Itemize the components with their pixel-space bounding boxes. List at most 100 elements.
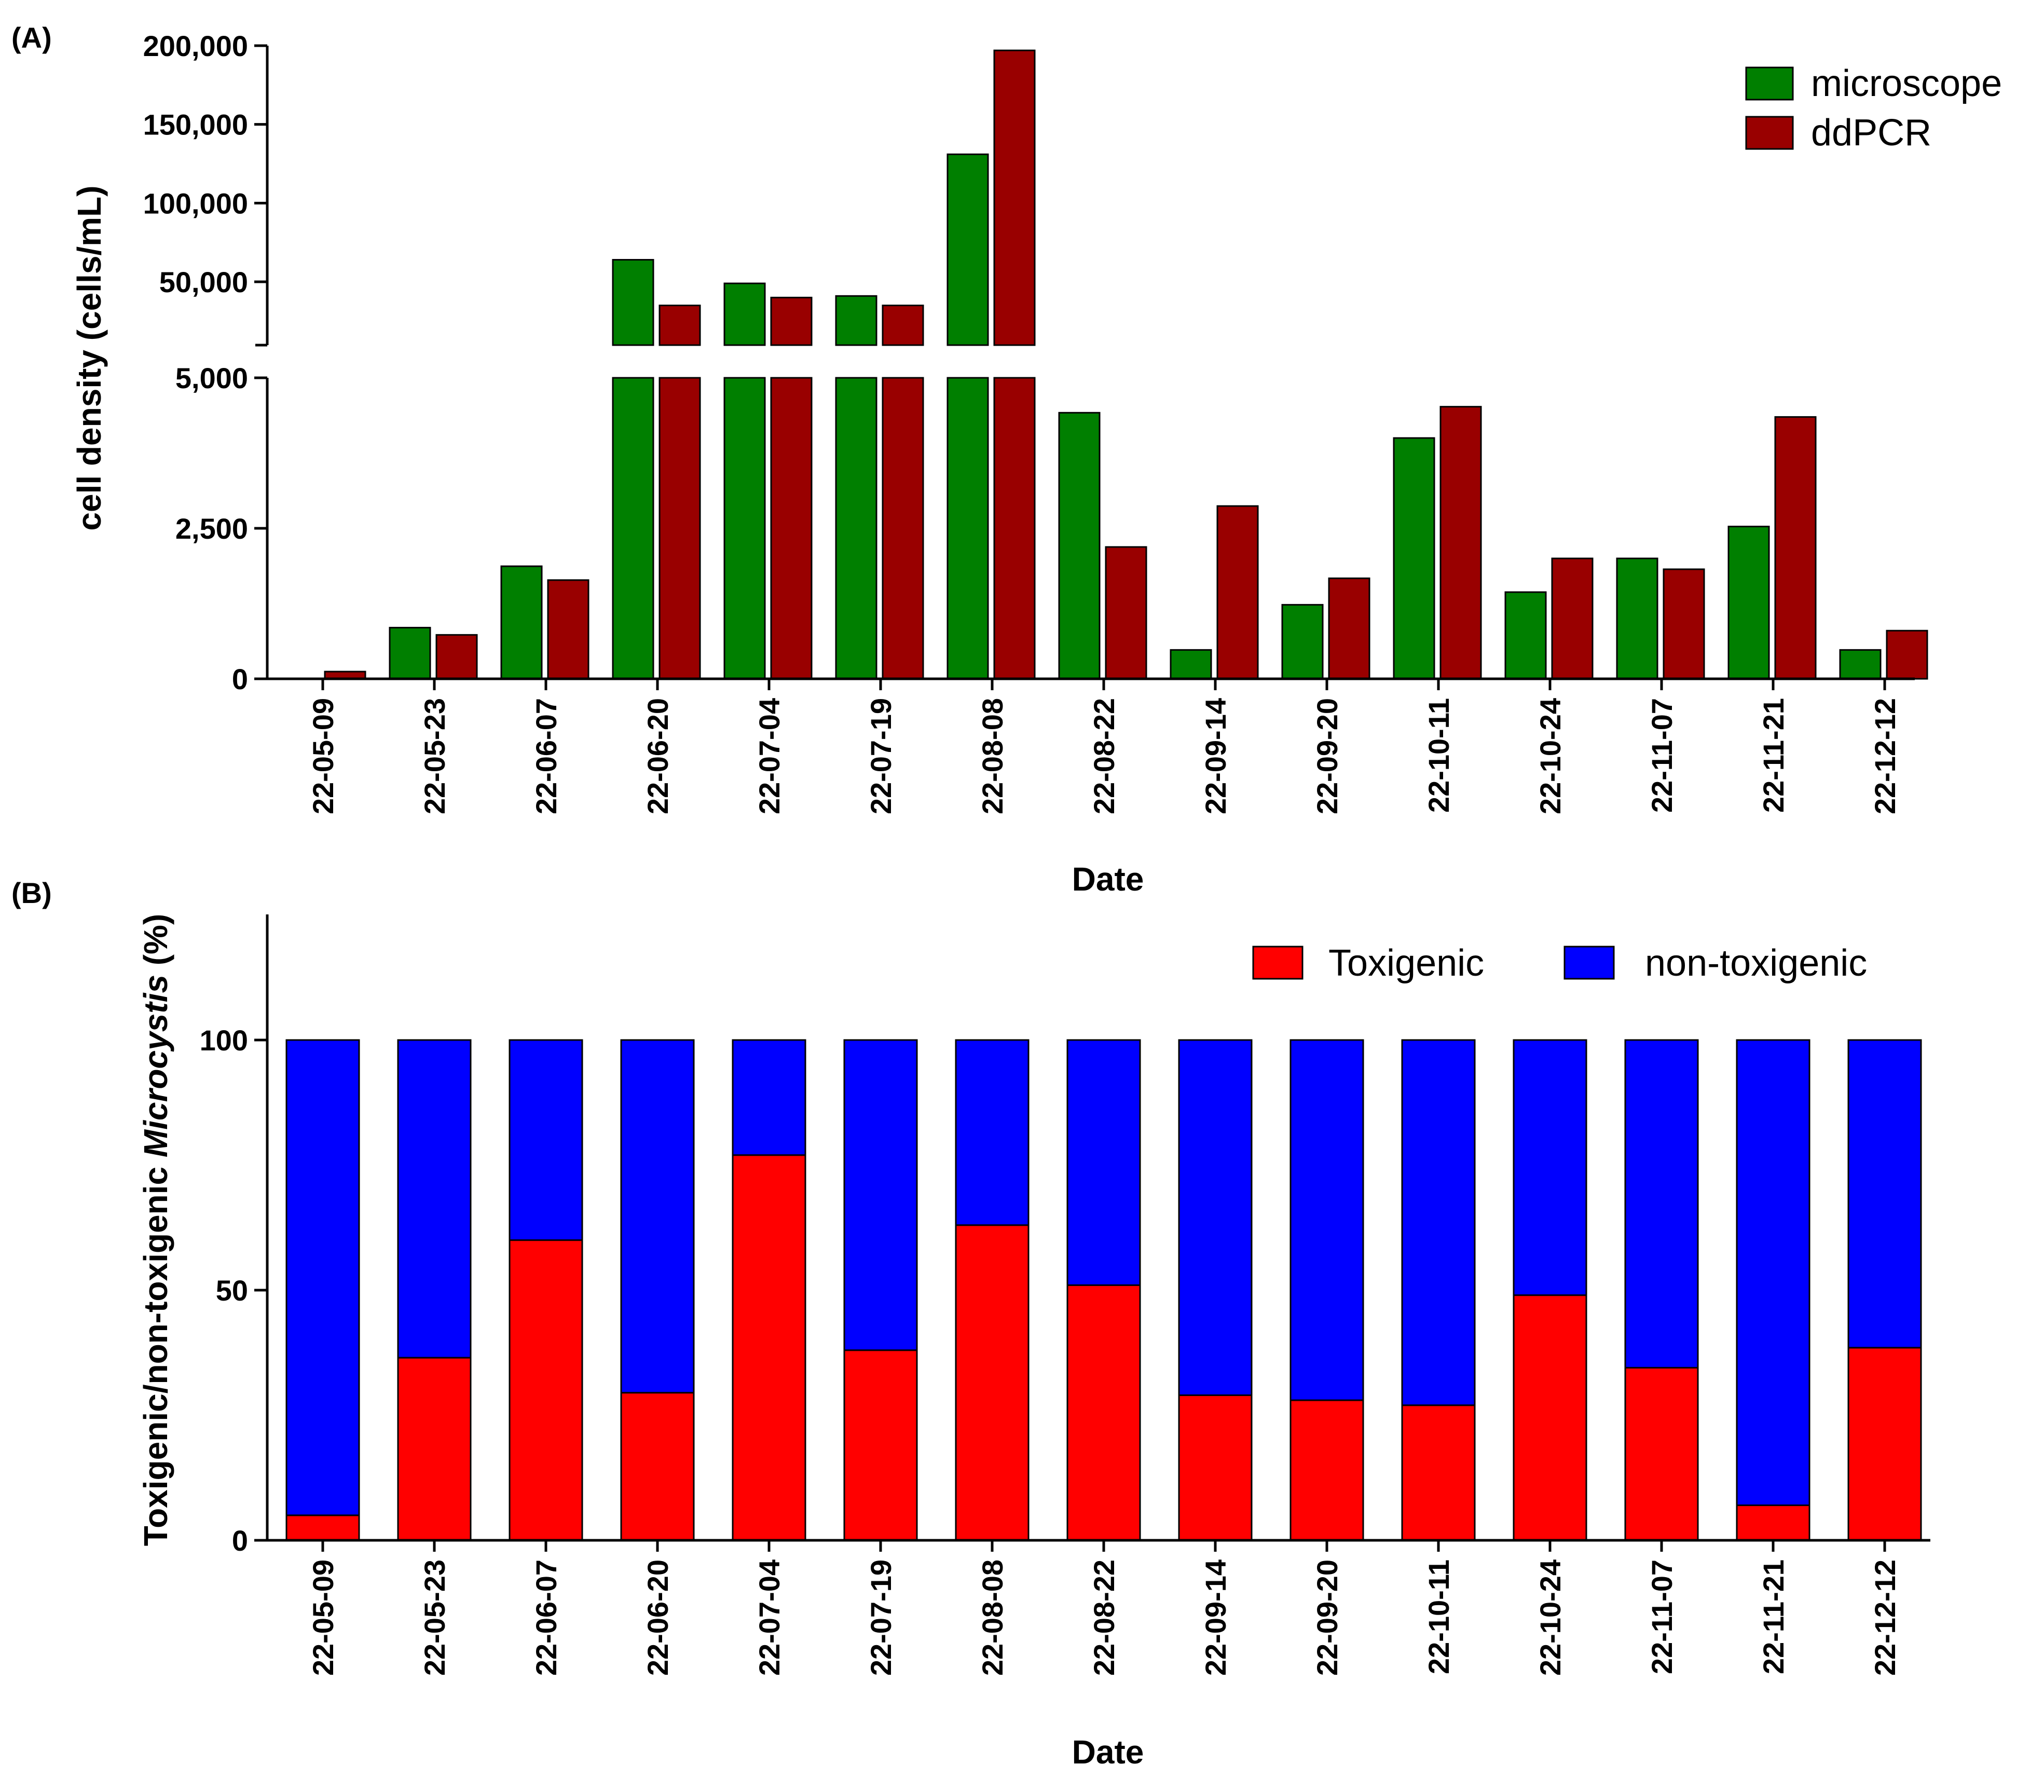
x-tick-label-a-22-09-14: 22-09-14: [1199, 698, 1232, 814]
y-tick-label-a-100000: 100,000: [143, 187, 248, 220]
bar-toxigenic-22-08-08: [955, 1224, 1030, 1541]
bar-microscope-22-09-20: [1281, 604, 1324, 680]
bar-upper-microscope-22-07-19: [835, 295, 877, 346]
legend-label-non-toxigenic: non-toxigenic: [1645, 942, 1867, 984]
bar-non-toxigenic-22-05-09: [285, 1039, 360, 1516]
bar-ddpcr-22-10-24: [1551, 557, 1594, 680]
bar-non-toxigenic-22-08-08: [955, 1039, 1030, 1226]
bar-ddpcr-22-06-07: [547, 579, 589, 680]
panel-a-label: (A): [11, 21, 52, 54]
y-tick-label-a-50000: 50,000: [159, 266, 248, 298]
bar-ddpcr-22-11-21: [1774, 416, 1817, 680]
bar-toxigenic-22-06-20: [620, 1392, 695, 1541]
legend-swatch-non-toxigenic: [1563, 946, 1615, 980]
bar-non-toxigenic-22-06-20: [620, 1039, 695, 1394]
x-tick-label-b-22-06-20: 22-06-20: [641, 1560, 674, 1676]
bar-ddpcr-22-11-07: [1663, 568, 1705, 680]
x-tick-label-a-22-06-20: 22-06-20: [641, 698, 674, 814]
x-tick-label-b-22-05-23: 22-05-23: [418, 1560, 451, 1676]
y-tick-label-a-5000: 5,000: [175, 362, 248, 394]
x-tick-label-a-22-07-04: 22-07-04: [753, 698, 786, 814]
y-tick-label-b-0: 0: [232, 1524, 248, 1557]
bar-lower-ddpcr-22-07-19: [882, 377, 924, 680]
x-tick-label-b-22-10-24: 22-10-24: [1534, 1560, 1567, 1676]
bar-microscope-22-06-07: [500, 565, 543, 680]
bar-toxigenic-22-05-23: [397, 1357, 472, 1541]
bar-upper-ddpcr-22-08-08: [993, 49, 1036, 346]
bar-upper-ddpcr-22-07-19: [882, 305, 924, 346]
x-tick-label-a-22-08-22: 22-08-22: [1088, 698, 1120, 814]
y-tick-label-a-0: 0: [232, 663, 248, 695]
legend-swatch-microscope: [1745, 66, 1794, 101]
legend-swatch-toxigenic: [1252, 946, 1304, 980]
bar-microscope-22-10-24: [1504, 591, 1547, 680]
panel-a-y-ticks: 0 2,500 5,000 50,000 100,000 150,000 200,000: [143, 30, 267, 695]
x-tick-label-a-22-10-24: 22-10-24: [1534, 698, 1567, 814]
x-tick-label-b-22-08-22: 22-08-22: [1088, 1560, 1120, 1676]
bar-non-toxigenic-22-09-20: [1289, 1039, 1364, 1401]
bar-microscope-22-11-21: [1727, 526, 1770, 680]
bar-upper-ddpcr-22-06-20: [659, 305, 701, 346]
bar-lower-ddpcr-22-06-20: [659, 377, 701, 680]
panel-b-y-ticks: 0 50 100: [200, 1024, 267, 1557]
bar-toxigenic-22-11-07: [1624, 1366, 1699, 1541]
bar-upper-ddpcr-22-07-04: [770, 296, 813, 346]
y-tick-label-a-150000: 150,000: [143, 108, 248, 141]
panel-b-y-axis-title: Toxigenic/non-toxigenic Microcystis (%): [137, 914, 174, 1547]
x-tick-label-a-22-07-19: 22-07-19: [865, 698, 897, 814]
bar-toxigenic-22-09-14: [1178, 1394, 1253, 1541]
bar-non-toxigenic-22-11-21: [1736, 1039, 1810, 1507]
bar-ddpcr-22-10-11: [1439, 406, 1482, 680]
bar-toxigenic-22-07-19: [843, 1349, 918, 1541]
panel-b-y-axis-title-suffix: (%): [137, 914, 174, 975]
x-tick-label-a-22-12-12: 22-12-12: [1869, 698, 1901, 814]
x-tick-label-b-22-09-14: 22-09-14: [1199, 1560, 1232, 1676]
bar-microscope-22-08-22: [1058, 412, 1101, 680]
y-tick-label-b-100: 100: [200, 1024, 248, 1057]
legend-swatch-ddpcr: [1745, 116, 1794, 150]
y-tick-label-a-200000: 200,000: [143, 30, 248, 62]
bar-microscope-22-10-11: [1393, 437, 1435, 680]
x-tick-label-b-22-09-20: 22-09-20: [1311, 1560, 1343, 1676]
bar-upper-microscope-22-06-20: [612, 259, 654, 346]
bar-non-toxigenic-22-09-14: [1178, 1039, 1253, 1396]
bar-toxigenic-22-11-21: [1736, 1504, 1810, 1541]
bar-non-toxigenic-22-12-12: [1847, 1039, 1922, 1349]
bar-microscope-22-09-14: [1170, 649, 1212, 680]
panel-b-label: (B): [11, 877, 52, 909]
panel-b-y-axis-title-main: Toxigenic/non-toxigenic: [137, 1157, 174, 1546]
panel-a: (A) 0 2,500 5,000 50,000 100,000 150,000 200,0…: [11, 21, 2002, 898]
bar-ddpcr-22-09-20: [1328, 577, 1370, 680]
legend-label-ddpcr: ddPCR: [1811, 112, 1931, 154]
panel-b-x-ticks: 22-05-09 22-05-23 22-06-07 22-06-20 22-07-04…: [307, 1540, 1901, 1676]
bar-toxigenic-22-06-07: [509, 1239, 583, 1541]
panel-a-bars: [324, 49, 1928, 680]
bar-non-toxigenic-22-06-07: [509, 1039, 583, 1241]
bar-toxigenic-22-10-24: [1513, 1294, 1587, 1541]
bar-toxigenic-22-09-20: [1289, 1399, 1364, 1541]
x-tick-label-a-22-11-07: 22-11-07: [1645, 698, 1678, 813]
panel-b-y-axis-title-italic: Microcystis: [137, 975, 174, 1157]
bar-ddpcr-22-05-23: [435, 634, 478, 680]
x-tick-label-b-22-11-21: 22-11-21: [1757, 1560, 1790, 1674]
bar-upper-microscope-22-08-08: [946, 153, 989, 346]
bar-toxigenic-22-07-04: [732, 1154, 806, 1541]
x-tick-label-b-22-10-11: 22-10-11: [1422, 1560, 1455, 1674]
x-tick-label-a-22-06-07: 22-06-07: [530, 698, 563, 814]
bar-non-toxigenic-22-07-04: [732, 1039, 806, 1156]
bar-lower-microscope-22-06-20: [612, 377, 654, 680]
bar-non-toxigenic-22-11-07: [1624, 1039, 1699, 1369]
bar-toxigenic-22-10-11: [1401, 1404, 1476, 1541]
y-tick-label-b-50: 50: [216, 1274, 248, 1307]
panel-b: (B) 0 50 100 22-05-09 22-05-23 22-06-07 22-06…: [11, 877, 1930, 1771]
panel-a-x-ticks: 22-05-09 22-05-23 22-06-07 22-06-20 22-07-04…: [307, 679, 1901, 814]
panel-b-legend: Toxigenic non-toxigenic: [1252, 942, 1867, 984]
panel-a-x-axis-title: Date: [1072, 860, 1144, 898]
bar-non-toxigenic-22-07-19: [843, 1039, 918, 1351]
bar-ddpcr-22-09-14: [1216, 505, 1259, 680]
bar-lower-ddpcr-22-07-04: [770, 377, 813, 680]
x-tick-label-a-22-11-21: 22-11-21: [1757, 698, 1790, 813]
panel-a-legend: microscope ddPCR: [1745, 63, 2002, 154]
bar-microscope-22-11-07: [1616, 557, 1658, 680]
